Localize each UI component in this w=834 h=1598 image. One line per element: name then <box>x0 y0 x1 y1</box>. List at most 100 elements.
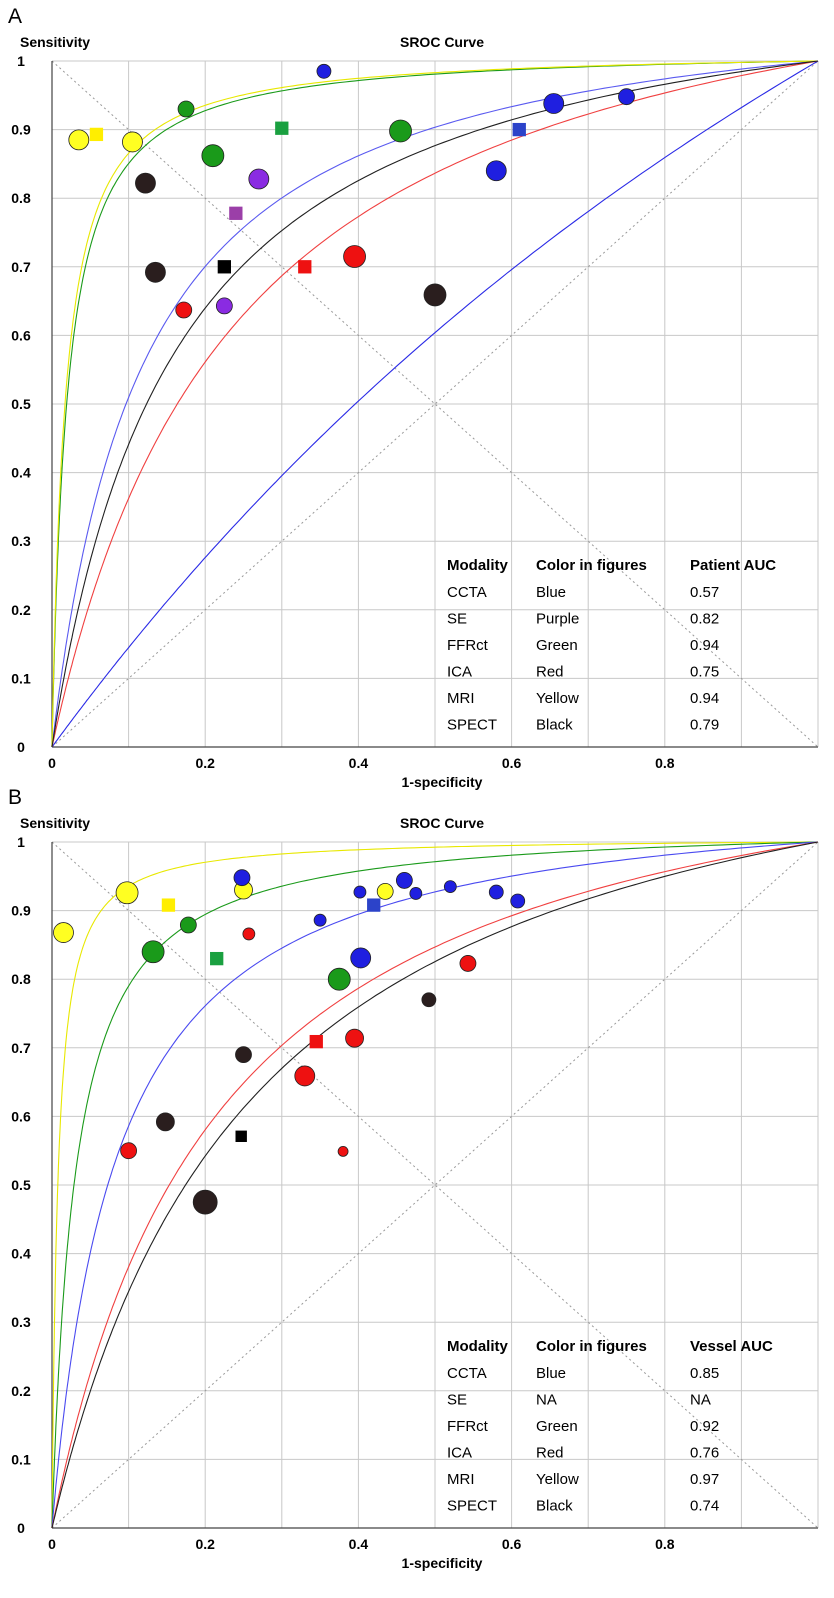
study-point-ffrct <box>327 967 351 991</box>
table-cell: 0.92 <box>690 1418 719 1435</box>
study-point-ffrct <box>389 119 412 143</box>
table-cell: ICA <box>447 1445 472 1462</box>
study-point-ica-pooled-square <box>309 1034 323 1049</box>
study-point-mri <box>68 129 90 151</box>
table-cell: 0.82 <box>690 611 719 628</box>
auc-table: Modality Color in figures Patient AUC CCTA B… <box>447 557 776 734</box>
study-point-ccta <box>618 88 635 106</box>
table-cell: ICA <box>447 664 472 681</box>
study-point-mri <box>376 882 394 900</box>
table-cell: 0.97 <box>690 1471 719 1488</box>
y-tick-label: 0.7 <box>11 1040 31 1056</box>
sroc-curve-ica <box>51 841 819 1529</box>
sroc-curve-ffrct <box>51 841 819 1528</box>
table-cell: Blue <box>536 1365 566 1382</box>
table-cell: MRI <box>447 690 475 707</box>
table-cell: Green <box>536 637 578 654</box>
table-cell: SPECT <box>447 717 497 734</box>
table-header: Vessel AUC <box>690 1338 773 1355</box>
study-point-spect-pooled-square <box>217 260 231 274</box>
table-cell: SE <box>447 611 467 628</box>
study-point-ica <box>343 245 366 268</box>
table-cell: CCTA <box>447 1365 487 1382</box>
table-cell: 0.94 <box>690 690 719 707</box>
study-point-ccta <box>233 869 251 887</box>
y-tick-label: 0.6 <box>11 327 31 343</box>
panel-label-b: B <box>8 786 23 809</box>
table-header: Modality <box>447 557 508 574</box>
chart-title: SROC Curve <box>400 815 484 831</box>
study-point-spect <box>235 1046 252 1064</box>
x-tick-label: 0.2 <box>195 755 215 771</box>
x-tick-label: 0.8 <box>655 755 675 771</box>
chance-diagonal <box>51 841 819 1529</box>
study-point-se <box>248 168 270 190</box>
table-cell: Red <box>536 664 564 681</box>
y-tick-label: 0.6 <box>11 1108 31 1124</box>
study-point-ica <box>175 301 193 319</box>
study-point-spect-pooled-square <box>235 1130 247 1142</box>
table-cell: NA <box>536 1392 557 1409</box>
y-tick-label: 0.5 <box>11 396 31 412</box>
table-cell: CCTA <box>447 584 487 601</box>
table-cell: Blue <box>536 584 566 601</box>
table-cell: Green <box>536 1418 578 1435</box>
study-point-spect <box>421 992 437 1008</box>
table-cell: NA <box>690 1392 711 1409</box>
sroc-curve-ccta <box>51 60 819 748</box>
y-tick-label: 0.1 <box>11 1451 31 1467</box>
y-tick-label: 0.4 <box>11 1246 31 1262</box>
sroc-curve-ccta <box>51 841 819 1528</box>
sroc-curve-mri <box>51 60 819 747</box>
sroc-curve-ffrct <box>51 60 819 747</box>
chart-panel-b: 0 0.1 0.2 0.3 0.4 0.5 0.6 0.7 0.8 0.9 1 0 0.2 0.4 0.6 0… <box>11 815 819 1571</box>
table-cell: 0.79 <box>690 717 719 734</box>
study-point-ica-pooled-square <box>298 260 312 274</box>
study-point-ccta <box>543 93 565 114</box>
study-point-ica <box>345 1028 364 1048</box>
x-tick-label: 0 <box>48 755 56 771</box>
table-cell: SPECT <box>447 1498 497 1515</box>
study-point-ica <box>242 927 256 941</box>
table-cell: Yellow <box>536 1471 579 1488</box>
table-cell: Red <box>536 1445 564 1462</box>
study-point-ccta <box>353 885 367 899</box>
y-tick-label: 1 <box>17 834 25 850</box>
sroc-curve-ica <box>51 60 819 748</box>
table-cell: 0.75 <box>690 664 719 681</box>
x-tick-label: 0.8 <box>655 1536 675 1552</box>
table-cell: Black <box>536 717 573 734</box>
study-point-ccta <box>488 884 504 900</box>
y-tick-label: 0.9 <box>11 122 31 138</box>
x-tick-label: 0.4 <box>349 755 369 771</box>
y-tick-label: 0.5 <box>11 1177 31 1193</box>
chart-panel-a: 0 0.1 0.2 0.3 0.4 0.5 0.6 0.7 0.8 0.9 1 0 0.2 0.4 0.6 0… <box>11 34 819 790</box>
sroc-curve-mri <box>51 841 819 1528</box>
study-point-mri-pooled-square <box>161 898 176 912</box>
table-cell: Yellow <box>536 690 579 707</box>
x-tick-label: 0.4 <box>349 1536 369 1552</box>
study-point-ccta <box>409 887 423 900</box>
study-point-ccta <box>485 160 507 182</box>
study-point-ffrct-pooled-square <box>210 951 224 966</box>
study-point-ica <box>337 1145 349 1157</box>
study-point-mri-pooled-square <box>89 127 104 142</box>
study-point-spect <box>145 261 166 283</box>
sroc-curve-spect <box>51 841 819 1529</box>
study-point-ffrct <box>201 144 225 168</box>
study-point-ffrct <box>141 940 165 964</box>
y-tick-label: 0.2 <box>11 1383 31 1399</box>
study-point-ccta <box>510 893 526 909</box>
table-cell: 0.74 <box>690 1498 719 1515</box>
table-header: Modality <box>447 1338 508 1355</box>
y-tick-label: 0.3 <box>11 1314 31 1330</box>
study-point-spect <box>423 283 447 307</box>
table-cell: Purple <box>536 611 579 628</box>
q-star-diagonal <box>51 841 819 1529</box>
y-axis-label: Sensitivity <box>20 34 90 50</box>
study-point-spect <box>155 1112 175 1132</box>
q-star-diagonal <box>51 60 819 748</box>
y-tick-label: 0.8 <box>11 190 31 206</box>
y-tick-label: 0.7 <box>11 259 31 275</box>
chart-title: SROC Curve <box>400 34 484 50</box>
